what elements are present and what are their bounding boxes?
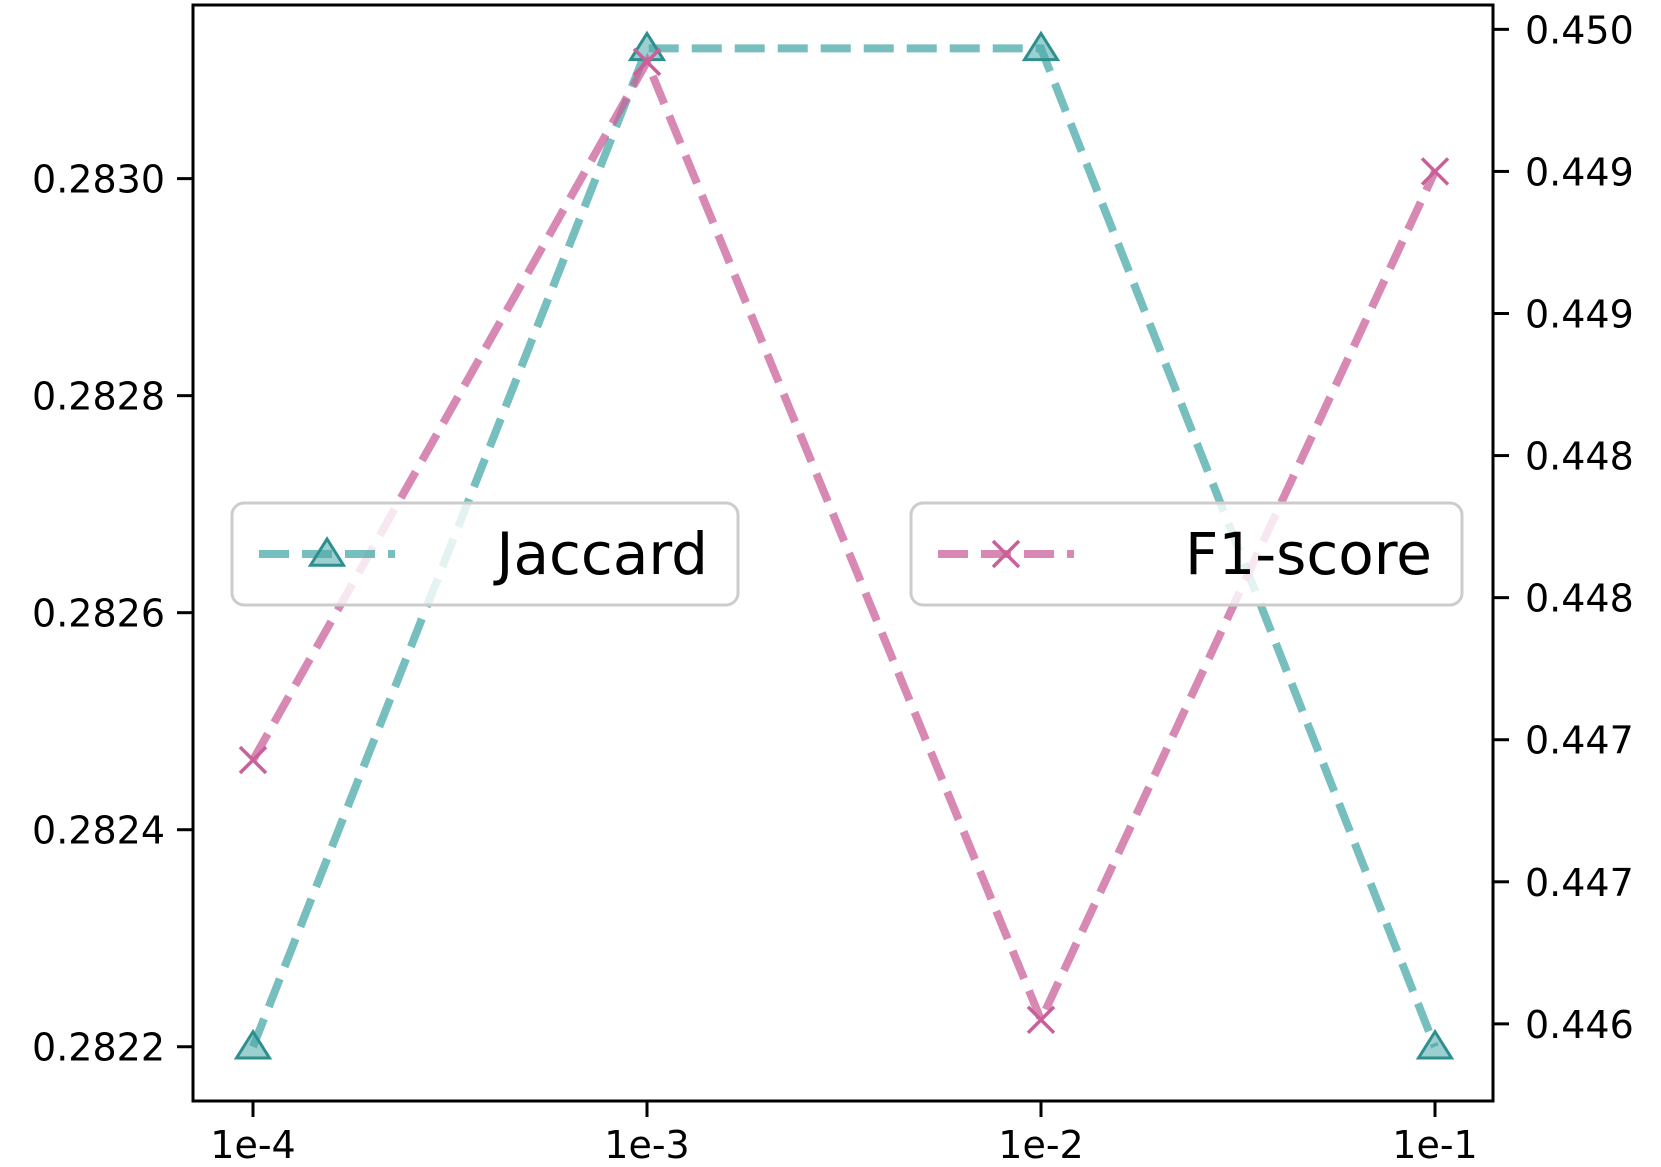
legend-box	[230, 501, 740, 607]
right-y-tick-label: 0.449	[1525, 293, 1634, 337]
left-y-tick-label: 0.2826	[32, 592, 165, 636]
f1-score-data-point	[1026, 1005, 1056, 1035]
x-tick-label: 1e-3	[604, 1123, 689, 1163]
right-y-tick-label: 0.447	[1525, 719, 1634, 763]
legend-layer: Jaccard F1-score	[230, 501, 1464, 607]
right-y-tick-label: 0.447	[1525, 861, 1634, 905]
x-tick-label: 1e-2	[998, 1123, 1083, 1163]
jaccard-data-point	[1415, 1028, 1455, 1060]
left-y-tick-label: 0.2822	[32, 1026, 165, 1070]
left-y-tick-label: 0.2830	[32, 158, 165, 202]
f1-score-legend: F1-score	[909, 501, 1464, 607]
right-y-tick-label: 0.450	[1525, 8, 1634, 52]
legend-box	[909, 501, 1464, 607]
x-tick-label: 1e-1	[1392, 1123, 1477, 1163]
legend-marker	[991, 539, 1021, 569]
left-y-tick-label: 0.2824	[32, 809, 165, 853]
jaccard-data-point	[1021, 30, 1061, 62]
jaccard-legend: Jaccard	[230, 501, 740, 607]
jaccard-data-point	[233, 1028, 273, 1060]
right-y-tick-label: 0.446	[1525, 1003, 1634, 1047]
f1-score-data-point	[238, 745, 268, 775]
axes-layer: 0.2822 0.2824 0.2826 0.2828 0.2830 0.446 0.447…	[32, 3, 1634, 1167]
legend-label: F1-score	[1185, 520, 1432, 588]
f1-score-data-point	[632, 47, 662, 77]
plot-frame	[191, 3, 1495, 1103]
right-y-tick-label: 0.449	[1525, 150, 1634, 194]
right-y-tick-label: 0.448	[1525, 435, 1634, 479]
left-y-tick-label: 0.2828	[32, 375, 165, 419]
legend-label: Jaccard	[493, 520, 708, 588]
f1-score-data-point	[1420, 157, 1450, 186]
x-tick-label: 1e-4	[210, 1123, 295, 1163]
right-y-tick-label: 0.448	[1525, 577, 1634, 621]
legend-marker	[307, 536, 347, 567]
